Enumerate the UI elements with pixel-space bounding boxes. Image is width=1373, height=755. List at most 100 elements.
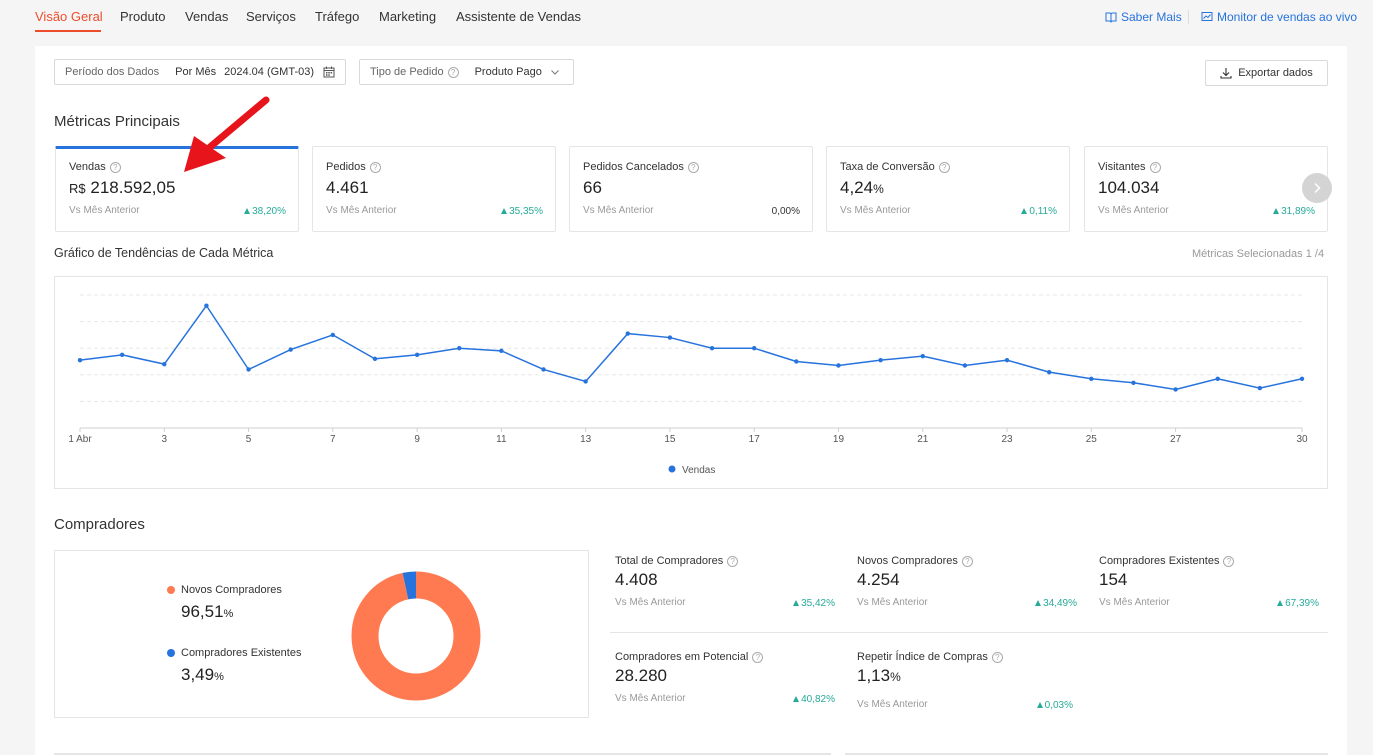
data-point <box>246 367 251 372</box>
x-tick-label: 3 <box>161 434 167 445</box>
help-icon: ? <box>752 651 764 663</box>
metric-change: 31,89% <box>1273 206 1315 217</box>
buyers-title: Compradores <box>54 516 145 533</box>
metric-repetir-indice-compras: Repetir Índice de Compras? 1,13% Vs Mês … <box>857 651 1073 711</box>
help-icon: ? <box>1149 161 1161 173</box>
up-arrow-icon <box>1035 600 1042 606</box>
metric-card-pedidos[interactable]: Pedidos? 4.461 Vs Mês Anterior 35,35% <box>312 146 556 232</box>
metric-change: 38,20% <box>244 206 286 217</box>
x-tick-label: 27 <box>1170 434 1182 445</box>
help-icon: ? <box>727 555 739 567</box>
red-arrow-annotation <box>184 96 270 172</box>
x-tick-label: 11 <box>496 434 507 445</box>
x-tick-label: 1 Abr <box>68 434 92 445</box>
export-button[interactable]: Exportar dados <box>1205 60 1328 86</box>
tab-servicos[interactable]: Serviços <box>246 9 296 24</box>
metric-compradores-existentes: Compradores Existentes? 154 Vs Mês Anter… <box>1099 555 1319 609</box>
link-divider <box>1188 10 1189 24</box>
x-tick-label: 30 <box>1296 434 1308 445</box>
monitor-chart-icon <box>1201 12 1213 21</box>
metric-value: 218.592,05 <box>90 178 176 197</box>
data-point <box>1004 357 1010 363</box>
legend-new-buyers: Novos Compradores <box>167 584 282 596</box>
compare-label: Vs Mês Anterior <box>583 205 654 216</box>
top-navigation: Visão Geral Produto Vendas Serviços Tráf… <box>0 0 1373 40</box>
data-point <box>204 303 209 308</box>
tab-assistente-de-vendas[interactable]: Assistente de Vendas <box>456 9 582 24</box>
next-metrics-button[interactable] <box>1302 173 1332 203</box>
x-tick-label: 21 <box>917 434 929 445</box>
tab-visao-geral[interactable]: Visão Geral <box>35 9 103 24</box>
data-point <box>1089 376 1094 381</box>
order-type-filter[interactable]: Tipo de Pedido ? Produto Pago <box>359 59 574 85</box>
tab-vendas[interactable]: Vendas <box>185 9 229 24</box>
legend-dot <box>167 586 175 594</box>
data-point <box>752 346 757 351</box>
legend-label: Vendas <box>682 465 715 476</box>
period-filter[interactable]: Período dos Dados Por Mês 2024.04 (GMT-0… <box>54 59 346 85</box>
up-arrow-icon <box>793 600 800 606</box>
help-icon: ? <box>961 555 973 567</box>
series-line-vendas <box>79 304 1303 391</box>
period-value: 2024.04 (GMT-03) <box>224 66 315 78</box>
legend-marker <box>668 465 676 473</box>
help-icon: ? <box>938 161 950 173</box>
up-arrow-icon <box>1021 208 1028 214</box>
monitor-vendas-link[interactable]: Monitor de vendas ao vivo <box>1201 10 1357 24</box>
x-tick-label: 13 <box>580 434 592 445</box>
up-arrow-icon <box>1036 702 1043 708</box>
export-label: Exportar dados <box>1238 67 1313 79</box>
compare-label: Vs Mês Anterior <box>840 205 911 216</box>
data-point <box>962 363 968 368</box>
book-icon <box>1105 12 1117 23</box>
x-tick-label: 23 <box>1001 434 1013 445</box>
data-point <box>457 346 462 351</box>
metric-compradores-potencial: Compradores em Potencial? 28.280 Vs Mês … <box>615 651 835 705</box>
buyers-metrics-divider <box>610 632 1328 633</box>
new-buyers-percent: 96,51% <box>181 602 234 621</box>
saber-mais-link[interactable]: Saber Mais <box>1105 10 1182 24</box>
data-point <box>709 346 715 351</box>
data-point <box>920 353 925 359</box>
up-arrow-icon <box>1277 600 1284 606</box>
metric-change: 0,00% <box>771 206 800 217</box>
period-mode: Por Mês <box>175 66 217 78</box>
data-point <box>1131 380 1136 385</box>
x-tick-label: 7 <box>330 434 336 445</box>
main-metrics-title: Métricas Principais <box>54 113 180 130</box>
metric-novos-compradores: Novos Compradores? 4.254 Vs Mês Anterior… <box>857 555 1077 609</box>
trend-chart-svg: 1 Abr 3 5 7 9 11 13 15 17 19 21 23 25 27 30 Vendas <box>68 294 1308 476</box>
data-point <box>541 367 546 372</box>
metric-card-visitantes[interactable]: Visitantes? 104.034 Vs Mês Anterior 31,8… <box>1084 146 1328 232</box>
data-point <box>1173 387 1178 392</box>
help-icon: ? <box>109 161 121 173</box>
trend-chart: 1 Abr 3 5 7 9 11 13 15 17 19 21 23 25 27 30 Vendas <box>54 276 1328 489</box>
existing-buyers-percent: 3,49% <box>181 665 224 684</box>
metric-change: 0,11% <box>1021 206 1057 217</box>
data-point <box>288 347 293 352</box>
metric-card-pedidos-cancelados[interactable]: Pedidos Cancelados? 66 Vs Mês Anterior 0… <box>569 146 813 232</box>
compare-label: Vs Mês Anterior <box>69 205 140 216</box>
tab-trafego[interactable]: Tráfego <box>315 9 360 24</box>
compare-label: Vs Mês Anterior <box>1098 205 1169 216</box>
order-type-value: Produto Pago <box>474 66 542 78</box>
data-point <box>878 357 883 363</box>
help-icon: ? <box>447 66 459 78</box>
legend-dot <box>167 649 175 657</box>
percent-unit: % <box>873 182 884 196</box>
metric-value: 66 <box>583 178 602 197</box>
tab-marketing[interactable]: Marketing <box>379 9 437 24</box>
metric-title: Visitantes <box>1098 161 1146 173</box>
metric-card-vendas[interactable]: Vendas? R$ 218.592,05 Vs Mês Anterior 38… <box>55 146 299 232</box>
tab-produto[interactable]: Produto <box>120 9 166 24</box>
order-type-label: Tipo de Pedido <box>370 66 444 78</box>
legend-existing-buyers: Compradores Existentes <box>167 647 301 659</box>
calendar-icon[interactable] <box>323 66 335 78</box>
x-tick-label: 9 <box>414 434 420 445</box>
help-icon: ? <box>991 651 1003 663</box>
up-arrow-icon <box>501 208 508 214</box>
data-point <box>667 335 673 340</box>
data-point <box>625 331 630 336</box>
metric-total-compradores: Total de Compradores? 4.408 Vs Mês Anter… <box>615 555 835 609</box>
metric-card-taxa-conversao[interactable]: Taxa de Conversão? 4,24% Vs Mês Anterior… <box>826 146 1070 232</box>
